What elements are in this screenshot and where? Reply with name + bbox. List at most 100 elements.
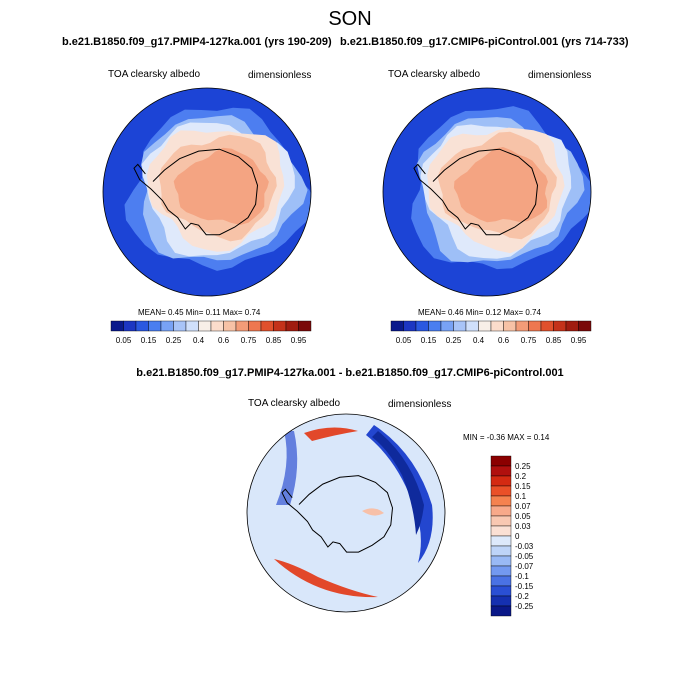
colorbar-swatch	[565, 320, 579, 332]
colorbar-tick-label: 0.07	[515, 502, 531, 511]
colorbar-tick-label: 0.05	[396, 336, 412, 345]
colorbar-swatch	[160, 320, 174, 332]
colorbar-tick-label: 0.4	[473, 336, 485, 345]
colorbar-swatch	[440, 320, 454, 332]
panel-2-variable-label: TOA clearsky albedo	[388, 69, 481, 80]
colorbar-swatch	[540, 320, 554, 332]
colorbar-swatch	[210, 320, 224, 332]
ice-sheet-core-region	[173, 147, 269, 225]
panel-2-title: b.e21.B1850.f09_g17.CMIP6-piControl.001 …	[340, 36, 629, 48]
colorbar-swatch	[235, 320, 249, 332]
colorbar-tick-label: 0.25	[446, 336, 462, 345]
colorbar-swatch	[490, 525, 512, 537]
colorbar-tick-label: 0.95	[571, 336, 587, 345]
colorbar-swatch	[148, 320, 162, 332]
colorbar-swatch	[528, 320, 542, 332]
colorbar-swatch	[578, 320, 592, 332]
colorbar-swatch	[403, 320, 417, 332]
colorbar-swatch	[198, 320, 212, 332]
colorbar-swatch	[490, 575, 512, 587]
map-boundary	[102, 87, 312, 297]
colorbar-tick-label: 0.15	[421, 336, 437, 345]
panel-3-stats: MIN = -0.36 MAX = 0.14	[463, 433, 550, 442]
colorbar-tick-label: 0.85	[266, 336, 282, 345]
colorbar-tick-label: 0	[515, 532, 520, 541]
antarctica-coastline	[413, 148, 539, 236]
colorbar-swatch	[490, 475, 512, 487]
strong-negative-difference-core	[372, 431, 424, 535]
panel-3-units-label: dimensionless	[388, 399, 452, 410]
colorbar-tick-label: 0.05	[515, 512, 531, 521]
colorbar-swatch	[490, 515, 512, 527]
colorbar-tick-label: 0.6	[218, 336, 230, 345]
panel-1-colorbar: 0.05 0.15 0.25 0.4 0.6 0.75 0.85 0.95	[110, 320, 312, 345]
panel-2-stats: MEAN= 0.46 Min= 0.12 Max= 0.74	[418, 308, 541, 317]
colorbar-swatch	[110, 320, 124, 332]
colorbar-swatch	[490, 545, 512, 557]
panel-3-polar-map	[246, 413, 446, 613]
colorbar-swatch	[490, 465, 512, 477]
colorbar-swatch	[185, 320, 199, 332]
west-negative-difference-streak	[276, 431, 298, 505]
colorbar-swatch	[285, 320, 299, 332]
colorbar-tick-label: -0.05	[515, 552, 534, 561]
colorbar-swatch	[453, 320, 467, 332]
panel-1-variable-label: TOA clearsky albedo	[108, 69, 201, 80]
colorbar-swatch	[465, 320, 479, 332]
colorbar-swatch	[135, 320, 149, 332]
antarctica-coastline	[133, 148, 259, 236]
map-boundary	[382, 87, 592, 297]
colorbar-swatch	[490, 485, 512, 497]
colorbar-tick-label: 0.25	[515, 462, 531, 471]
colorbar-swatch	[223, 320, 237, 332]
colorbar-swatch	[490, 585, 512, 597]
colorbar-swatch	[490, 595, 512, 607]
ice-sheet-core-region	[453, 147, 548, 223]
figure-title: SON	[328, 8, 372, 30]
colorbar-swatch	[490, 495, 512, 507]
small-positive-patch	[362, 508, 384, 516]
panel-2-colorbar: 0.05 0.15 0.25 0.4 0.6 0.75 0.85 0.95	[390, 320, 592, 345]
panel-1-title: b.e21.B1850.f09_g17.PMIP4-127ka.001 (yrs…	[62, 36, 332, 48]
colorbar-tick-label: 0.15	[515, 482, 531, 491]
colorbar-tick-label: 0.75	[241, 336, 257, 345]
panel-3-title: b.e21.B1850.f09_g17.PMIP4-127ka.001 - b.…	[136, 367, 564, 379]
colorbar-tick-label: -0.03	[515, 542, 534, 551]
colorbar-swatch	[173, 320, 187, 332]
colorbar-swatch	[490, 535, 512, 547]
colorbar-swatch	[490, 505, 512, 517]
panel-3-colorbar: 0.250.20.150.10.070.050.030-0.03-0.05-0.…	[490, 455, 534, 617]
colorbar-swatch	[298, 320, 312, 332]
colorbar-tick-label: 0.85	[546, 336, 562, 345]
colorbar-swatch	[260, 320, 274, 332]
antarctica-coastline	[281, 475, 394, 553]
colorbar-swatch	[478, 320, 492, 332]
colorbar-swatch	[123, 320, 137, 332]
north-positive-difference-band	[304, 427, 358, 441]
colorbar-swatch	[490, 605, 512, 617]
colorbar-swatch	[503, 320, 517, 332]
panel-2-units-label: dimensionless	[528, 70, 592, 81]
colorbar-tick-label: 0.03	[515, 522, 531, 531]
colorbar-swatch	[490, 320, 504, 332]
colorbar-swatch	[515, 320, 529, 332]
colorbar-tick-label: -0.1	[515, 572, 529, 581]
colorbar-swatch	[553, 320, 567, 332]
colorbar-tick-label: -0.07	[515, 562, 534, 571]
colorbar-tick-label: 0.95	[291, 336, 307, 345]
colorbar-tick-label: 0.25	[166, 336, 182, 345]
colorbar-tick-label: 0.05	[116, 336, 132, 345]
colorbar-tick-label: 0.1	[515, 492, 527, 501]
colorbar-swatch	[490, 455, 512, 467]
panel-1-units-label: dimensionless	[248, 70, 312, 81]
colorbar-tick-label: 0.4	[193, 336, 205, 345]
panel-1-stats: MEAN= 0.45 Min= 0.11 Max= 0.74	[138, 308, 261, 317]
map-boundary	[246, 413, 446, 613]
colorbar-swatch	[390, 320, 404, 332]
colorbar-tick-label: 0.2	[515, 472, 527, 481]
colorbar-swatch	[490, 565, 512, 577]
colorbar-tick-label: -0.25	[515, 602, 534, 611]
colorbar-swatch	[248, 320, 262, 332]
colorbar-tick-label: -0.2	[515, 592, 529, 601]
colorbar-swatch	[490, 555, 512, 567]
